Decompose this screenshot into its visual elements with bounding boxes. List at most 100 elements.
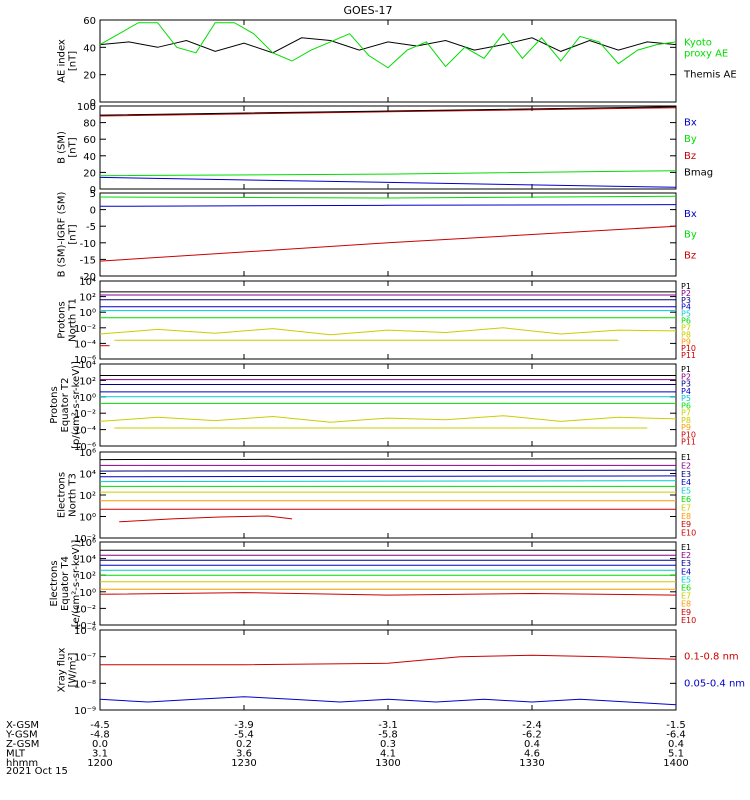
date-label: 2021 Oct 15 [6, 766, 68, 777]
series-line-kyoto-proxy-ae [99, 22, 677, 69]
legend-entry: P7 [681, 323, 691, 332]
y-tick-label: 40 [83, 152, 96, 163]
y-tick-label: 10⁰ [79, 308, 96, 319]
series-line-by [99, 195, 677, 199]
legend-entry: E1 [681, 543, 691, 552]
legend-entry: By [684, 230, 697, 241]
series-line-by [99, 170, 677, 177]
series-line-e1 [99, 458, 677, 461]
y-tick-label: 40 [83, 43, 96, 54]
y-axis-label: Xray flux [57, 648, 68, 693]
x-row-value: -4.8 [90, 730, 110, 741]
y-tick-label: 0 [90, 185, 96, 196]
panel-bigrf: -20 -15 -10 -5 0 5 B (SM)-IGRF (SM) [nT] Bx By Bz [57, 189, 697, 283]
legend-entry: P1 [681, 365, 691, 374]
x-row-value: -5.8 [378, 730, 398, 741]
x-row-value: -4.5 [90, 720, 110, 731]
legend-entry: Bz [684, 151, 696, 162]
legend-entry: proxy AE [684, 48, 728, 59]
series-line-bmag [99, 106, 677, 116]
y-axis-label: AE index [57, 39, 68, 83]
y-tick-label: 10⁴ [79, 555, 96, 566]
legend-entry: P2 [681, 289, 691, 298]
series-line-e10 [119, 515, 293, 523]
legend-entry: P5 [681, 310, 691, 319]
x-row-value: -6.2 [522, 730, 542, 741]
legend-entry: E3 [681, 559, 691, 568]
legend-entry: Bz [684, 250, 696, 261]
y-tick-label: 10² [79, 376, 96, 387]
series-line-e4 [99, 475, 677, 478]
series-line-p7 [99, 415, 677, 423]
legend-entry: P6 [681, 401, 691, 410]
y-tick-label: 10⁻⁷ [74, 653, 96, 664]
y-tick-label: 10⁰ [79, 393, 96, 404]
y-axis-label: [nT] [68, 51, 79, 71]
panel-xray: 10⁻⁶ 10⁻⁷ 10⁻⁸ 10⁻⁹ Xray flux [W/m²] 0.1-0.8 n… [57, 626, 746, 717]
y-tick-label: 60 [83, 16, 96, 27]
y-axis-label: Protons [57, 301, 68, 338]
legend-entry: E1 [681, 453, 691, 462]
legend-entry: P8 [681, 330, 691, 339]
legend-entry: P2 [681, 372, 691, 381]
y-tick-label: -10 [80, 239, 96, 250]
legend-entry: E5 [681, 575, 691, 584]
y-tick-label: 10² [79, 491, 96, 502]
legend-entry: E6 [681, 495, 691, 504]
y-tick-label: 10⁴ [79, 360, 96, 371]
legend-entry: E3 [681, 470, 691, 479]
y-axis-label: Protons [49, 386, 60, 423]
series-line-bz [99, 107, 677, 117]
series-line-p7 [99, 327, 677, 336]
x-row-value: 1400 [663, 758, 688, 769]
x-row-value: -3.1 [378, 720, 398, 731]
x-row-label: X-GSM [6, 720, 39, 731]
y-tick-label: -5 [86, 222, 96, 233]
x-row-value: 4.1 [380, 749, 396, 760]
series-line-e5 [99, 480, 677, 483]
x-axis-labels: X-GSM -4.5 -3.9 -3.1 -2.4 -1.5 Y-GSM -4.8 -5.4 -5… [5, 720, 689, 769]
series-line-bx [99, 176, 677, 188]
y-tick-label: 100 [77, 102, 96, 113]
legend-entry: P4 [681, 387, 691, 396]
x-row-value: 1230 [231, 758, 256, 769]
legend-entry: P8 [681, 416, 691, 425]
y-tick-label: 10⁰ [79, 588, 96, 599]
series-line-themis-ae [99, 37, 677, 54]
y-tick-label: -20 [80, 272, 96, 283]
legend-entry: P9 [681, 337, 691, 346]
legend-entry: P7 [681, 409, 691, 418]
y-tick-label: 20 [83, 168, 96, 179]
y-axis-label: North T3 [68, 473, 79, 517]
panel-bsm: 0 20 40 60 80 100 B (SM) [nT] Bx By Bz Bmag [57, 102, 714, 196]
legend-entry: P3 [681, 380, 691, 389]
series-line-0-1-0-8-nm [100, 654, 677, 666]
series-line-e9 [99, 592, 677, 596]
legend-entry: P9 [681, 423, 691, 432]
legend-entry: E8 [681, 600, 691, 609]
legend-entry: E9 [681, 520, 691, 529]
y-tick-label: 10⁻² [74, 409, 96, 420]
y-axis-label: B (SM)-IGRF (SM) [57, 192, 68, 278]
y-tick-label: 10⁻⁴ [74, 339, 96, 350]
x-row-value: 5.1 [668, 749, 684, 760]
legend-entry: E7 [681, 503, 691, 512]
y-tick-label: 10² [79, 571, 96, 582]
panel-frame [99, 363, 677, 447]
y-tick-label: 10⁻⁶ [74, 355, 96, 366]
y-axis-label: Equator T4 [60, 556, 71, 611]
y-axis-label: B (SM) [57, 131, 68, 164]
legend-entry: P1 [681, 282, 691, 291]
y-tick-label: 10⁻⁶ [74, 442, 96, 453]
legend-entry: P10 [681, 430, 696, 439]
legend-entry: E9 [681, 608, 691, 617]
panel-frame [99, 19, 677, 103]
y-tick-label: 20 [83, 71, 96, 82]
series-line-bx [99, 204, 677, 207]
legend-entry: P6 [681, 317, 691, 326]
y-axis-label: Electrons [49, 560, 60, 606]
y-axis-label: Equator T2 [60, 378, 71, 433]
legend-entry: P4 [681, 303, 691, 312]
